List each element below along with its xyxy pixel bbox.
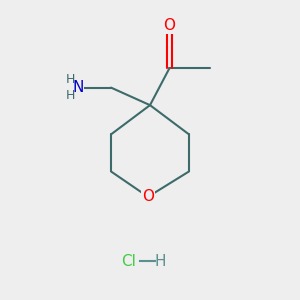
Text: O: O bbox=[164, 18, 175, 33]
Text: N: N bbox=[72, 80, 83, 95]
Text: H: H bbox=[66, 89, 75, 102]
Text: O: O bbox=[142, 189, 154, 204]
Text: H: H bbox=[66, 73, 75, 86]
Text: Cl: Cl bbox=[122, 254, 136, 268]
Text: H: H bbox=[155, 254, 166, 268]
